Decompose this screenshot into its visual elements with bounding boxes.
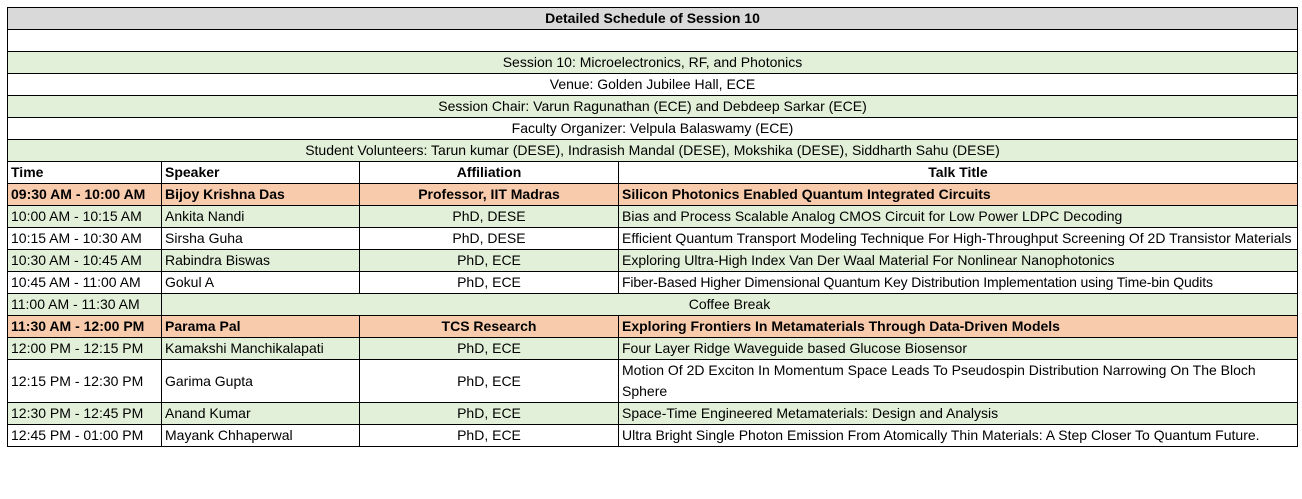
venue: Venue: Golden Jubilee Hall, ECE (7, 73, 1298, 96)
time-cell: 10:45 AM - 11:00 AM (7, 271, 162, 294)
header-row: Time Speaker Affiliation Talk Title (7, 161, 1298, 184)
time-cell: 10:15 AM - 10:30 AM (7, 227, 162, 250)
affiliation-cell: PhD, ECE (359, 402, 619, 425)
talk-title-cell: Exploring Ultra-High Index Van Der Waal … (618, 249, 1298, 272)
time-cell: 11:00 AM - 11:30 AM (7, 293, 162, 316)
talk-title-cell: Efficient Quantum Transport Modeling Tec… (618, 227, 1298, 250)
info-row: Session 10: Microelectronics, RF, and Ph… (7, 51, 1298, 74)
affiliation-cell: PhD, ECE (359, 424, 619, 447)
speaker-cell: Bijoy Krishna Das (161, 183, 360, 206)
table-row: 12:15 PM - 12:30 PM Garima Gupta PhD, EC… (7, 359, 1298, 403)
talk-title-cell: Ultra Bright Single Photon Emission From… (618, 424, 1298, 447)
table-row: 12:00 PM - 12:15 PM Kamakshi Manchikalap… (7, 337, 1298, 360)
table-row: 11:00 AM - 11:30 AM Coffee Break (7, 293, 1298, 316)
talk-title-cell: Bias and Process Scalable Analog CMOS Ci… (618, 205, 1298, 228)
talk-title-cell: Silicon Photonics Enabled Quantum Integr… (618, 183, 1298, 206)
time-cell: 10:00 AM - 10:15 AM (7, 205, 162, 228)
speaker-cell: Sirsha Guha (161, 227, 360, 250)
table-row: 10:15 AM - 10:30 AM Sirsha Guha PhD, DES… (7, 227, 1298, 250)
affiliation-cell: PhD, DESE (359, 227, 619, 250)
info-row: Student Volunteers: Tarun kumar (DESE), … (7, 139, 1298, 162)
affiliation-cell: PhD, ECE (359, 359, 619, 403)
info-row: Venue: Golden Jubilee Hall, ECE (7, 73, 1298, 96)
speaker-cell: Rabindra Biswas (161, 249, 360, 272)
faculty-organizer: Faculty Organizer: Velpula Balaswamy (EC… (7, 117, 1298, 140)
talk-title-cell: Motion Of 2D Exciton In Momentum Space L… (618, 359, 1298, 403)
table-row: 10:45 AM - 11:00 AM Gokul A PhD, ECE Fib… (7, 271, 1298, 294)
time-cell: 11:30 AM - 12:00 PM (7, 315, 162, 338)
session-chair: Session Chair: Varun Ragunathan (ECE) an… (7, 95, 1298, 118)
title-row: Detailed Schedule of Session 10 (7, 7, 1298, 30)
speaker-cell: Gokul A (161, 271, 360, 294)
affiliation-cell: PhD, ECE (359, 337, 619, 360)
schedule-title: Detailed Schedule of Session 10 (7, 7, 1298, 30)
header-time: Time (7, 161, 162, 184)
talk-title-cell: Four Layer Ridge Waveguide based Glucose… (618, 337, 1298, 360)
affiliation-cell: PhD, DESE (359, 205, 619, 228)
speaker-cell: Parama Pal (161, 315, 360, 338)
speaker-cell: Garima Gupta (161, 359, 360, 403)
table-row: 10:00 AM - 10:15 AM Ankita Nandi PhD, DE… (7, 205, 1298, 228)
header-affiliation: Affiliation (359, 161, 619, 184)
info-row: Session Chair: Varun Ragunathan (ECE) an… (7, 95, 1298, 118)
table-row: 11:30 AM - 12:00 PM Parama Pal TCS Resea… (7, 315, 1298, 338)
table-row: 10:30 AM - 10:45 AM Rabindra Biswas PhD,… (7, 249, 1298, 272)
affiliation-cell: Professor, IIT Madras (359, 183, 619, 206)
speaker-cell: Kamakshi Manchikalapati (161, 337, 360, 360)
talk-title-cell: Exploring Frontiers In Metamaterials Thr… (618, 315, 1298, 338)
time-cell: 12:00 PM - 12:15 PM (7, 337, 162, 360)
time-cell: 12:30 PM - 12:45 PM (7, 402, 162, 425)
speaker-cell: Anand Kumar (161, 402, 360, 425)
time-cell: 10:30 AM - 10:45 AM (7, 249, 162, 272)
header-speaker: Speaker (161, 161, 360, 184)
speaker-cell: Ankita Nandi (161, 205, 360, 228)
table-row: 12:45 PM - 01:00 PM Mayank Chhaperwal Ph… (7, 424, 1298, 447)
affiliation-cell: PhD, ECE (359, 249, 619, 272)
coffee-break-cell: Coffee Break (161, 293, 1298, 316)
header-talk-title: Talk Title (618, 161, 1298, 184)
affiliation-cell: TCS Research (359, 315, 619, 338)
schedule-table: Detailed Schedule of Session 10 Session … (7, 7, 1298, 447)
talk-title-cell: Fiber-Based Higher Dimensional Quantum K… (618, 271, 1298, 294)
blank-row (7, 29, 1298, 52)
time-cell: 12:15 PM - 12:30 PM (7, 359, 162, 403)
talk-title-cell: Space-Time Engineered Metamaterials: Des… (618, 402, 1298, 425)
session-name: Session 10: Microelectronics, RF, and Ph… (7, 51, 1298, 74)
blank-cell (7, 29, 1298, 52)
table-row: 12:30 PM - 12:45 PM Anand Kumar PhD, ECE… (7, 402, 1298, 425)
table-row: 09:30 AM - 10:00 AM Bijoy Krishna Das Pr… (7, 183, 1298, 206)
student-volunteers: Student Volunteers: Tarun kumar (DESE), … (7, 139, 1298, 162)
time-cell: 09:30 AM - 10:00 AM (7, 183, 162, 206)
speaker-cell: Mayank Chhaperwal (161, 424, 360, 447)
time-cell: 12:45 PM - 01:00 PM (7, 424, 162, 447)
affiliation-cell: PhD, ECE (359, 271, 619, 294)
info-row: Faculty Organizer: Velpula Balaswamy (EC… (7, 117, 1298, 140)
